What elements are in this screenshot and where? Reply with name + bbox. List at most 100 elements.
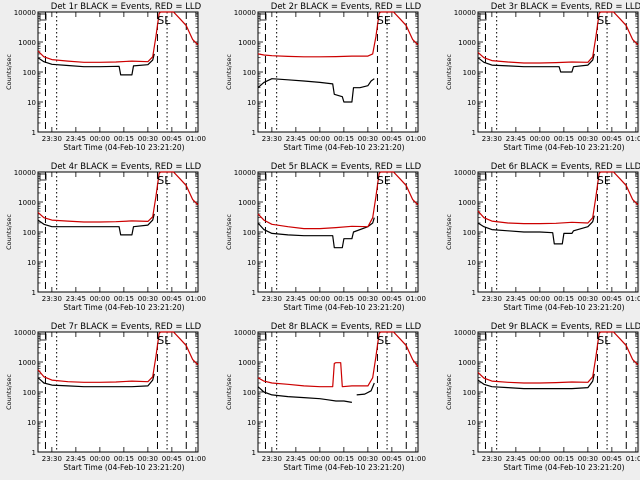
x-axis-label: Start Time (04-Feb-10 23:21:20) xyxy=(503,303,624,312)
x-tick-label: 00:15 xyxy=(114,295,134,303)
panel-title: Det 3r BLACK = Events, RED = LLD xyxy=(491,2,640,12)
series-events-line xyxy=(37,53,155,76)
panel-det-7: Det 7r BLACK = Events, RED = LLD 1 10 100 10… xyxy=(5,322,206,472)
y-tick-label: 100 xyxy=(463,69,476,77)
series-lld-line xyxy=(477,11,639,64)
y-tick-label: 10000 xyxy=(234,169,256,177)
series-lld-line xyxy=(257,331,419,388)
plot-area xyxy=(257,171,419,293)
y-tick-label: 10 xyxy=(247,259,256,267)
plot-area xyxy=(257,11,419,133)
y-tick-label: 1000 xyxy=(458,359,476,367)
x-tick-label: 00:30 xyxy=(358,455,378,463)
series-lld-line xyxy=(257,11,419,58)
panel-det-8: Det 8r BLACK = Events, RED = LLD 1 10 100 10… xyxy=(225,322,426,472)
x-tick-label: 00:45 xyxy=(382,295,402,303)
y-tick-label: 10 xyxy=(467,259,476,267)
x-tick-label: 00:15 xyxy=(114,135,134,143)
x-tick-label: 00:00 xyxy=(530,135,550,143)
x-tick-label: 00:30 xyxy=(578,295,598,303)
x-tick-label: 23:30 xyxy=(482,455,502,463)
x-tick-label: 23:45 xyxy=(286,455,306,463)
y-tick-label: 10 xyxy=(247,419,256,427)
panel-det-6: Det 6r BLACK = Events, RED = LLD 1 10 100 10… xyxy=(445,162,640,312)
x-tick-label: 01:00 xyxy=(186,295,206,303)
x-tick-label: 23:30 xyxy=(42,135,62,143)
y-tick-label: 10 xyxy=(467,99,476,107)
y-tick-label: 1 xyxy=(252,289,256,297)
x-tick-label: 00:45 xyxy=(602,295,622,303)
x-tick-label: 00:45 xyxy=(162,295,182,303)
plot-area xyxy=(477,11,639,133)
y-tick-label: 1000 xyxy=(18,359,36,367)
saa-annotation: SL xyxy=(377,334,391,347)
x-tick-label: 00:30 xyxy=(578,135,598,143)
y-tick-label: 10000 xyxy=(234,329,256,337)
x-tick-label: 23:30 xyxy=(262,455,282,463)
x-tick-label: 00:15 xyxy=(554,455,574,463)
saa-annotation: SL xyxy=(157,174,171,187)
x-tick-label: 00:45 xyxy=(602,135,622,143)
panel-det-3: Det 3r BLACK = Events, RED = LLD 1 10 100 10… xyxy=(445,2,640,152)
plot-area xyxy=(477,331,639,453)
y-tick-label: 1000 xyxy=(18,39,36,47)
series-events-line xyxy=(257,78,375,103)
y-tick-label: 100 xyxy=(23,389,36,397)
x-tick-label: 23:30 xyxy=(42,455,62,463)
y-tick-label: 10000 xyxy=(14,169,36,177)
x-tick-label: 00:00 xyxy=(90,455,110,463)
x-tick-label: 01:00 xyxy=(626,455,640,463)
x-tick-label: 01:00 xyxy=(406,295,426,303)
x-tick-label: 23:30 xyxy=(42,295,62,303)
x-tick-label: 01:00 xyxy=(186,455,206,463)
x-tick-label: 23:45 xyxy=(506,455,526,463)
y-tick-label: 1 xyxy=(472,289,476,297)
x-tick-label: 23:45 xyxy=(286,295,306,303)
x-tick-label: 00:45 xyxy=(162,135,182,143)
x-tick-label: 00:15 xyxy=(554,295,574,303)
x-tick-label: 00:00 xyxy=(530,295,550,303)
series-events-line xyxy=(37,213,155,236)
plot-area xyxy=(257,331,419,453)
y-tick-label: 1 xyxy=(472,129,476,137)
y-axis-label: Counts/sec xyxy=(225,54,233,90)
y-tick-label: 1 xyxy=(32,449,36,457)
y-tick-label: 1000 xyxy=(238,359,256,367)
x-axis-label: Start Time (04-Feb-10 23:21:20) xyxy=(63,143,184,152)
corner-marker xyxy=(39,173,47,181)
y-tick-label: 10000 xyxy=(14,9,36,17)
x-tick-label: 00:00 xyxy=(310,135,330,143)
y-tick-label: 100 xyxy=(463,389,476,397)
series-lld-line xyxy=(37,11,199,63)
y-tick-label: 100 xyxy=(243,389,256,397)
x-tick-label: 23:30 xyxy=(262,135,282,143)
x-tick-label: 00:00 xyxy=(310,295,330,303)
corner-marker xyxy=(259,173,267,181)
y-axis-label: Counts/sec xyxy=(445,374,453,410)
corner-marker xyxy=(479,13,487,21)
y-tick-label: 1000 xyxy=(238,199,256,207)
y-tick-label: 10000 xyxy=(454,169,476,177)
corner-marker xyxy=(479,333,487,341)
x-axis-label: Start Time (04-Feb-10 23:21:20) xyxy=(503,143,624,152)
y-axis-label: Counts/sec xyxy=(225,214,233,250)
x-axis-label: Start Time (04-Feb-10 23:21:20) xyxy=(283,303,404,312)
series-lld-line xyxy=(257,171,419,230)
y-tick-label: 10000 xyxy=(14,329,36,337)
x-tick-label: 00:30 xyxy=(138,135,158,143)
y-tick-label: 1 xyxy=(252,449,256,457)
x-tick-label: 23:45 xyxy=(66,135,86,143)
saa-annotation: SL xyxy=(157,14,171,27)
panel-det-4: Det 4r BLACK = Events, RED = LLD 1 10 100 10… xyxy=(5,162,206,312)
corner-marker xyxy=(259,13,267,21)
x-axis-label: Start Time (04-Feb-10 23:21:20) xyxy=(283,463,404,472)
series-lld-line xyxy=(477,331,639,384)
series-lld-line xyxy=(37,171,199,223)
x-tick-label: 00:45 xyxy=(162,455,182,463)
y-tick-label: 1000 xyxy=(458,39,476,47)
x-tick-label: 00:45 xyxy=(382,455,402,463)
series-lld-line xyxy=(477,171,639,225)
corner-marker xyxy=(39,333,47,341)
x-axis-label: Start Time (04-Feb-10 23:21:20) xyxy=(283,143,404,152)
